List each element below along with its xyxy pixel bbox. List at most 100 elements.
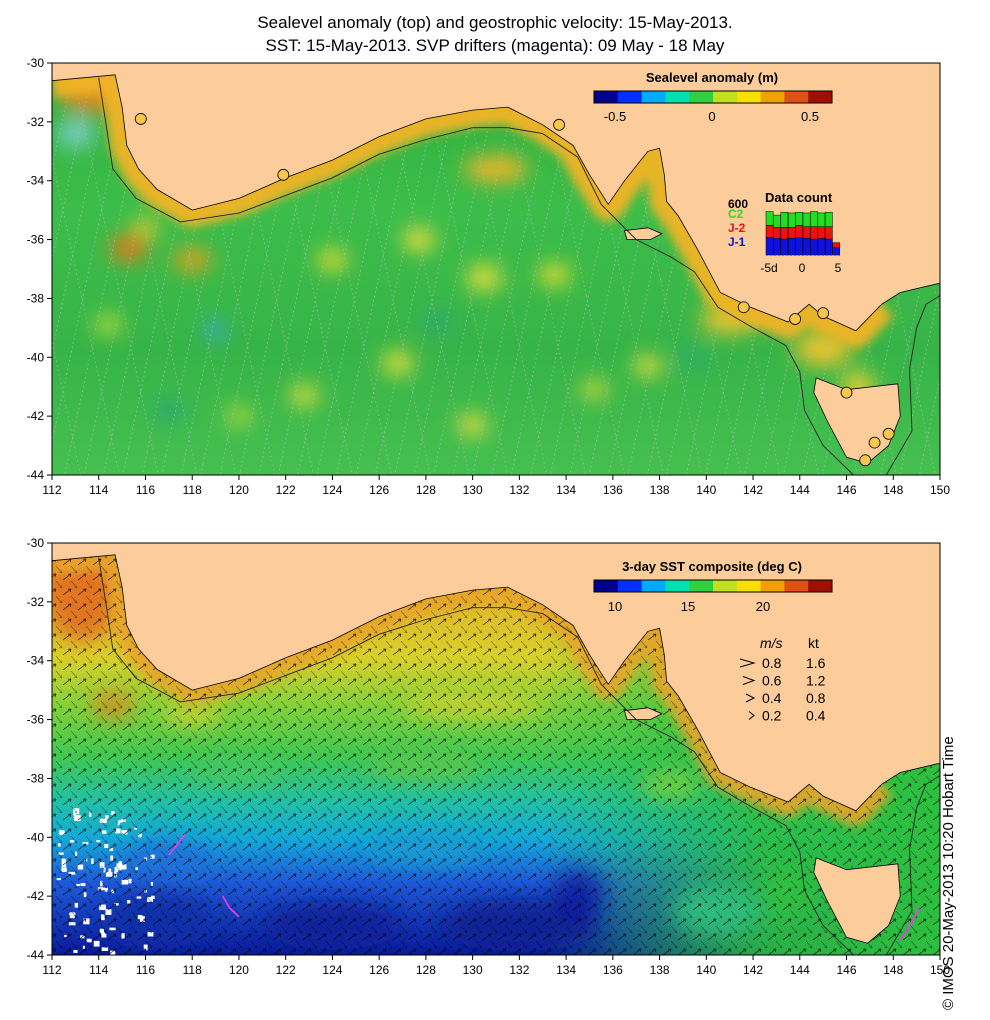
sla-tick-zero: 0 [708,109,715,124]
tasmania-land [813,857,901,944]
lon-tick-label: 142 [743,963,763,977]
sst-map-panel: 112 114 116 118 120 122 124 126 128 130 132 134 136 1… [27,536,951,977]
series-label-j2: J-2 [728,221,746,235]
imos-credit: © IMOS 20-May-2013 10:20 Hobart Time [940,736,957,1010]
count-bar-j2 [765,225,774,238]
lat-tick-label: -34 [27,174,45,188]
drifter-track [168,833,186,856]
data-count-inset: Data count 600 C2 J-2 J-1 -5d 0 5 [728,190,842,275]
sla-colorbar-swatch [760,91,785,103]
tide-gauge [737,301,750,314]
sla-tick-pos: 0.5 [801,109,819,124]
count-bar-j1 [765,237,774,256]
lat-tick-label: -42 [27,409,45,423]
sst-tick-20: 20 [756,599,770,614]
sst-colorbar-title: 3-day SST composite (deg C) [622,559,802,574]
sla-colorbar-swatch [665,91,690,103]
velocity-key-header-kt: kt [808,635,819,651]
count-bar-j1 [780,238,789,256]
lon-tick-label: 128 [416,963,436,977]
lon-tick-label: 112 [42,963,61,977]
lon-tick-label: 112 [42,483,61,497]
count-bar-j1 [787,238,796,256]
sla-colorbar-outline [593,90,833,104]
tide-gauge-markers [134,113,895,467]
count-x-label-pos: 5 [835,261,842,275]
tide-gauge [868,436,881,449]
velocity-key-kt: 0.4 [806,708,826,724]
lat-tick-label: -30 [27,56,45,70]
land-mass [52,63,940,332]
sst-colorbar-swatch [617,580,643,592]
east-shelf-contour-line [885,775,940,955]
drifter-track [221,895,240,918]
count-bar-c2 [773,214,781,228]
shelf-contour-line [98,557,854,955]
velocity-key-rows: 0.8 1.6 0.6 1.2 0.4 0.8 0.2 0.4 [739,655,826,724]
velocity-key-kt: 0.8 [806,690,826,706]
data-count-title: Data count [765,190,833,205]
count-bar-j1 [773,238,781,256]
count-bar-c2 [795,211,804,226]
lon-tick-label: 150 [930,483,950,497]
lon-tick-label: 130 [463,483,483,497]
sla-colorbar-swatch [617,91,643,103]
tide-gauge [882,427,895,440]
lon-tick-label: 116 [136,963,155,977]
velocity-key-arrow [742,676,756,685]
lat-tick-label: -44 [27,948,45,962]
lon-tick-label: 130 [463,963,483,977]
count-x-label-zero: 0 [799,261,806,275]
series-label-c2: C2 [728,207,744,221]
velocity-key-kt: 1.6 [806,655,826,671]
sla-colorbar-title: Sealevel anomaly (m) [646,70,778,85]
sst-colorbar-swatch [784,580,809,592]
count-bar-j1 [817,238,826,256]
lat-tick-label: -40 [27,830,45,844]
velocity-key-header-ms: m/s [760,635,783,651]
tide-gauge [840,386,853,399]
count-x-label-neg: -5d [760,261,777,275]
sla-colorbar-swatch [784,91,809,103]
sst-colorbar-swatch [594,580,619,592]
sst-colorbar-swatch [808,580,833,592]
lon-tick-label: 120 [229,483,249,497]
lon-tick-label: 118 [183,963,202,977]
land-mass [52,543,940,812]
lat-tick-label: -38 [27,291,45,305]
tide-gauge [134,113,147,125]
sla-colorbar-swatch [641,91,666,103]
lat-tick-label: -32 [27,595,45,609]
lat-tick-label: -30 [27,536,45,550]
lon-tick-label: 144 [790,483,810,497]
lon-tick-label: 138 [650,483,670,497]
count-bar-j2 [832,242,841,249]
sla-tick-neg: -0.5 [604,109,626,124]
count-bar-c2 [765,211,774,226]
count-bar-j2 [787,227,796,239]
lon-tick-label: 140 [696,963,716,977]
sst-colorbar-outline [593,579,833,593]
lat-tick-label: -38 [27,771,45,785]
count-bar-j2 [773,227,781,239]
velocity-key-arrow [745,693,756,703]
lat-tick-label: -36 [27,713,45,727]
count-bar-c2 [780,211,789,228]
sla-map-panel: 112 114 116 118 120 122 124 126 128 130 132 134 136 1… [27,56,951,497]
count-bar-c2 [817,212,826,227]
sst-tick-10: 10 [608,599,622,614]
lon-tick-label: 136 [603,963,623,977]
svp-drifter-tracks [168,833,920,941]
sla-colorbar-swatch [689,91,714,103]
lon-tick-label: 132 [509,483,529,497]
lon-tick-label: 118 [183,483,202,497]
lat-tick-label: -44 [27,468,45,482]
lon-tick-label: 138 [650,963,670,977]
data-count-max-label: 600 [728,197,748,211]
lat-tick-label: -32 [27,115,45,129]
count-bar-j2 [795,225,804,238]
sla-colorbar-swatch [808,91,833,103]
lon-tick-label: 144 [790,963,810,977]
count-bar-j2 [817,226,826,239]
